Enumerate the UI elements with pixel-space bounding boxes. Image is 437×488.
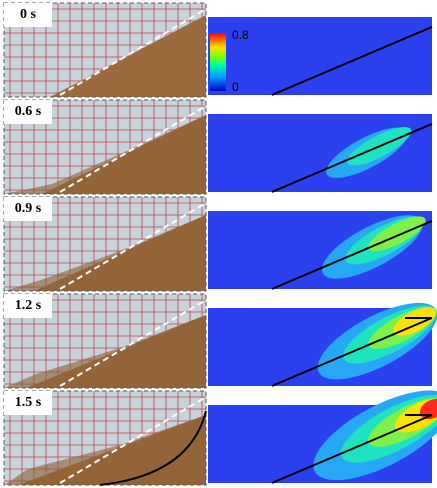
slope-outline [59,299,207,387]
sand-flow [4,315,206,388]
slope-outline [59,8,207,96]
sand-flow [4,215,206,291]
colorbar-min: 0 [232,80,239,94]
time-label-box [4,100,52,124]
photo-frame [3,196,207,292]
time-label: 1.5 s [15,395,42,410]
sim-background [208,114,432,192]
time-label: 1.2 s [15,298,42,313]
photo-frame [3,390,207,486]
slope-line [271,26,433,96]
sand [50,15,206,97]
photo-frame [3,99,207,195]
failure-curve [99,410,207,486]
slope-outline [59,202,207,290]
photo-frame [3,2,207,98]
slope-line [271,414,433,484]
contour [393,307,437,336]
sand-flow [4,115,206,194]
slope-line [271,317,433,387]
slope-outline [59,396,207,484]
time-label: 0.6 s [15,104,42,119]
slope-line [271,123,433,193]
time-label-box [4,391,52,415]
time-label: 0.9 s [15,201,42,216]
slope-outline [59,105,207,193]
time-label-box [4,294,52,318]
colorbar-max: 0.8 [232,28,249,42]
sim-background [208,17,432,95]
sand-flow [4,415,206,485]
time-label-box [4,197,52,221]
colorbar [210,33,226,91]
slope-line [271,220,433,290]
time-label: 0 s [20,7,37,22]
photo-frame [3,293,207,389]
time-label-box [4,3,52,27]
